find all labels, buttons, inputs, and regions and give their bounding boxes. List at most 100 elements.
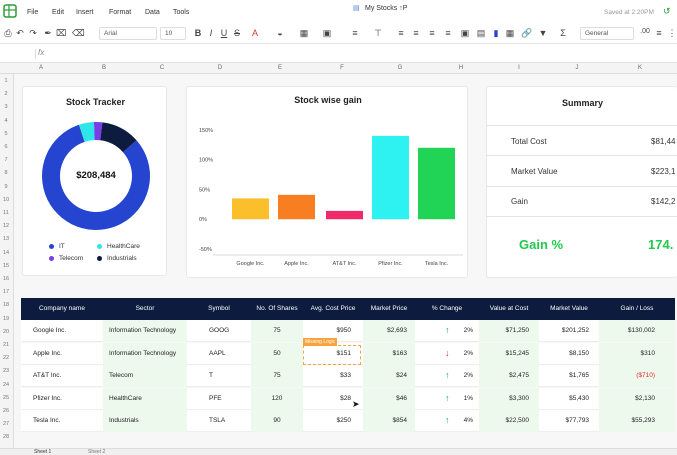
cell-shares[interactable]: 50 — [273, 349, 281, 357]
function-list-icon[interactable]: ≡ — [445, 28, 451, 38]
donut-slice-industrials[interactable] — [100, 122, 137, 153]
header-avg-cost[interactable]: Avg. Cost Price — [310, 305, 356, 312]
row-header[interactable]: 13 — [2, 236, 10, 243]
header-market-price[interactable]: Market Price — [370, 305, 408, 312]
cell-avg[interactable]: $33 — [340, 372, 351, 380]
chart-icon[interactable]: ▮ — [493, 28, 499, 38]
align-left-icon[interactable]: ≡ — [352, 28, 358, 38]
row-header[interactable]: 12 — [2, 223, 10, 230]
col-k[interactable]: K — [637, 65, 642, 71]
cell-gain[interactable]: $2,130 — [635, 394, 655, 402]
document-title[interactable]: My Stocks ↑P — [365, 5, 408, 12]
cell-change[interactable]: 1% — [463, 394, 473, 402]
row-header[interactable]: 7 — [4, 157, 8, 164]
row-header[interactable]: 1 — [4, 78, 8, 84]
cell-symbol[interactable]: T — [209, 372, 213, 380]
header-change[interactable]: % Change — [431, 305, 463, 312]
cell-mv[interactable]: $201,252 — [561, 327, 589, 334]
col-i[interactable]: I — [518, 65, 520, 71]
table-icon[interactable]: ▦ — [505, 28, 515, 38]
header-symbol[interactable]: Symbol — [208, 305, 230, 312]
sheet-tab-1[interactable]: Sheet 1 — [34, 449, 52, 455]
col-j[interactable]: J — [575, 65, 579, 71]
header-company[interactable]: Company name — [39, 305, 85, 312]
header-shares[interactable]: No. Of Shares — [256, 305, 298, 312]
col-e[interactable]: E — [277, 65, 282, 71]
wrap-text-icon[interactable]: ≡ — [398, 28, 404, 38]
cell-shares[interactable]: 75 — [273, 327, 281, 334]
sum-icon[interactable]: Σ — [560, 28, 566, 38]
table-row[interactable]: Pfizer Inc. HealthCare PFE 120 $28 $46 1% $3,30… — [21, 387, 675, 410]
col-h[interactable]: H — [458, 65, 464, 71]
bar-at-t-inc[interactable] — [326, 210, 363, 220]
cell-avg[interactable]: $28 — [340, 394, 351, 402]
cell-symbol[interactable]: PFE — [209, 394, 222, 402]
formula-input[interactable] — [52, 48, 652, 60]
cell-cost[interactable]: $2,475 — [509, 372, 529, 380]
share-icon[interactable]: ↺ — [663, 6, 671, 16]
cell-mv[interactable]: $77,793 — [565, 417, 590, 425]
cell-gain[interactable]: $55,293 — [631, 417, 656, 425]
cell-gain[interactable]: ($710) — [636, 372, 655, 380]
row-header[interactable]: 11 — [3, 210, 9, 216]
bar-pfizer-inc[interactable] — [372, 135, 409, 220]
cell-company[interactable]: Apple Inc. — [33, 349, 62, 357]
italic-icon[interactable]: I — [209, 28, 213, 38]
row-header[interactable]: 24 — [2, 381, 10, 388]
donut-slice-healthcare[interactable] — [78, 122, 95, 142]
cell-symbol[interactable]: AAPL — [209, 349, 226, 357]
cell-gain[interactable]: $310 — [640, 349, 655, 357]
cell-avg[interactable]: $151 — [336, 349, 351, 357]
cell-cost[interactable]: $3,300 — [509, 394, 529, 402]
row-header[interactable]: 8 — [4, 170, 8, 177]
menu-format[interactable]: Format — [109, 9, 132, 16]
paint-format-icon[interactable]: ✒ — [44, 28, 52, 38]
row-header[interactable]: 16 — [2, 276, 10, 282]
underline-icon[interactable]: U — [220, 28, 228, 38]
decrease-decimal-icon[interactable]: ≡ — [656, 28, 662, 38]
increase-decimal-icon[interactable]: .00 — [640, 28, 650, 35]
font-size-select[interactable]: 10 — [160, 27, 186, 40]
text-rotate-icon[interactable]: ≡ — [429, 28, 435, 38]
cell-company[interactable]: Google Inc. — [33, 327, 67, 334]
print-icon[interactable]: ⎙ — [4, 28, 12, 38]
app-logo-icon[interactable] — [2, 3, 18, 19]
cell-market[interactable]: $24 — [396, 372, 407, 380]
cell-sector[interactable]: Telecom — [109, 372, 134, 380]
number-format-select[interactable]: General — [580, 27, 634, 40]
cell-shares[interactable]: 75 — [273, 372, 281, 380]
menu-insert[interactable]: Insert — [76, 9, 94, 16]
row-header[interactable]: 17 — [2, 289, 10, 296]
bold-icon[interactable]: B — [194, 28, 202, 38]
font-family-select[interactable]: Arial — [99, 27, 157, 40]
clear-format-icon[interactable]: ⌧ — [56, 28, 67, 38]
donut-slice-it[interactable] — [41, 124, 150, 230]
row-header[interactable]: 2 — [4, 91, 8, 98]
table-row[interactable]: Google Inc. Information Technology GOOG 75 $… — [21, 320, 675, 342]
row-header[interactable]: 15 — [2, 262, 10, 269]
header-value-cost[interactable]: Value at Cost — [489, 305, 529, 312]
row-header[interactable]: 4 — [4, 117, 8, 124]
row-header[interactable]: 22 — [2, 355, 10, 362]
cell-mv[interactable]: $5,430 — [569, 394, 589, 402]
cell-sector[interactable]: Information Technology — [109, 327, 177, 334]
menu-edit[interactable]: Edit — [52, 9, 65, 16]
undo-icon[interactable]: ↶ — [16, 28, 24, 38]
row-header[interactable]: 25 — [2, 394, 10, 401]
cell-avg[interactable]: $950 — [336, 327, 351, 334]
cell-shares[interactable]: 120 — [271, 394, 283, 402]
cell-market[interactable]: $46 — [396, 394, 407, 402]
text-color-icon[interactable]: A — [251, 28, 258, 38]
col-a[interactable]: A — [38, 65, 43, 71]
col-f[interactable]: F — [340, 65, 344, 71]
cell-sector[interactable]: HealthCare — [109, 394, 142, 402]
menu-data[interactable]: Data — [145, 9, 160, 16]
redo-icon[interactable]: ↷ — [29, 28, 37, 38]
name-box[interactable] — [6, 49, 36, 59]
cell-market[interactable]: $854 — [392, 417, 407, 425]
cell-change[interactable]: 4% — [463, 417, 473, 425]
cell-cost[interactable]: $22,500 — [505, 417, 530, 425]
row-header[interactable]: 26 — [2, 408, 10, 414]
row-header[interactable]: 20 — [2, 328, 10, 335]
bar-tesla-inc[interactable] — [418, 147, 455, 220]
